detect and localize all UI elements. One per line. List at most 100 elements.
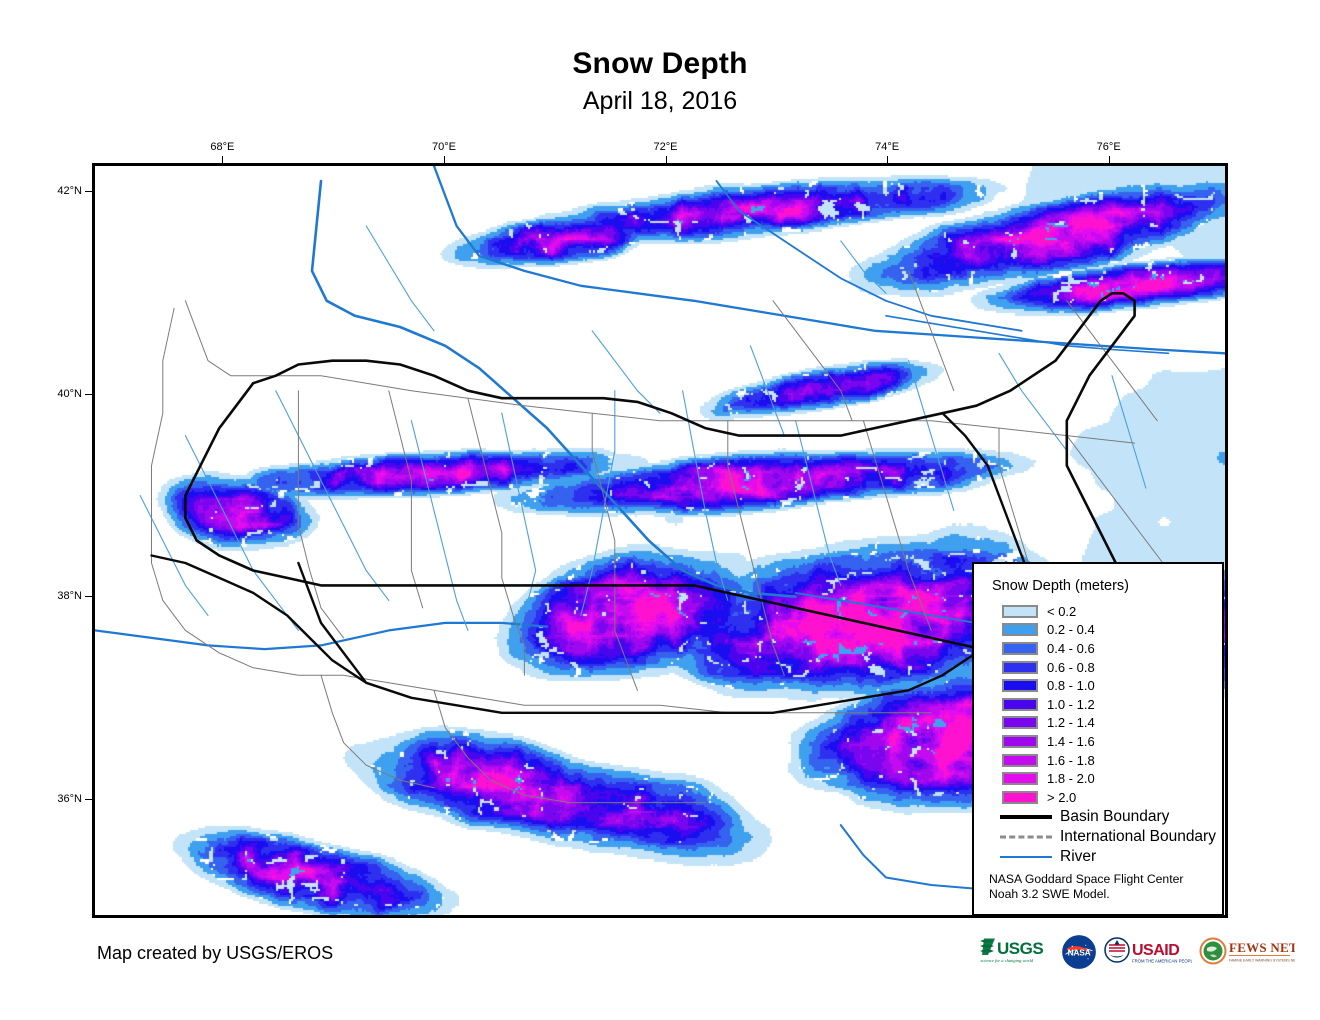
map-vector-overlay [95, 166, 1225, 890]
lat-tick-mark-3 [85, 798, 92, 800]
international-boundary-6 [727, 420, 785, 676]
legend-swatch-9 [1002, 772, 1038, 786]
svg-text:NASA: NASA [1068, 947, 1091, 957]
legend-swatch-4 [1002, 679, 1038, 693]
river-tributary-11 [1111, 375, 1147, 489]
legend-class-row: 0.2 - 0.4 [988, 621, 1212, 640]
lon-tick-label-3: 74°E [875, 141, 900, 153]
legend-swatch-label-3: 0.6 - 0.8 [1047, 659, 1095, 675]
legend-swatch-label-9: 1.8 - 2.0 [1047, 771, 1095, 787]
river-tributary-2 [410, 420, 469, 631]
svg-text:USAID: USAID [1132, 942, 1179, 959]
international-boundary-1 [151, 307, 932, 714]
lon-tick-label-1: 70°E [431, 141, 456, 153]
lon-tick-mark-4 [1108, 156, 1110, 163]
legend-line-row: Basin Boundary [988, 807, 1212, 827]
legend-line-list: Basin Boundary International Boundary Rive… [988, 807, 1216, 867]
legend-line-label-2: River [1060, 847, 1097, 865]
lon-tick-label-2: 72°E [653, 141, 678, 153]
international-boundary-3 [388, 390, 424, 609]
river-naryn [715, 180, 1023, 332]
international-boundary-5 [591, 412, 638, 691]
international-boundary-4 [467, 397, 525, 676]
nasa-logo: NASA [1062, 935, 1096, 969]
lon-tick-mark-3 [887, 156, 889, 163]
svg-text:USGS: USGS [997, 939, 1043, 958]
legend-swatch-label-7: 1.4 - 1.6 [1047, 733, 1095, 749]
lat-tick-label-0: 42°N [57, 185, 82, 198]
map-legend: Snow Depth (meters) < 0.2 0.2 - 0.4 0.4 - … [972, 562, 1224, 916]
river-tributary-9 [908, 360, 955, 512]
international-boundary-14 [1066, 300, 1158, 422]
legend-line-row: River [988, 847, 1212, 867]
international-boundary-9 [433, 689, 706, 804]
lon-tick-mark-0 [222, 156, 224, 163]
svg-text:FAMINE EARLY WARNING SYSTEMS N: FAMINE EARLY WARNING SYSTEMS NETWORK [1229, 959, 1295, 963]
legend-class-row: 1.2 - 1.4 [988, 714, 1212, 733]
lon-tick-label-4: 76°E [1096, 141, 1121, 153]
lat-tick-mark-2 [85, 596, 92, 598]
river-tributary-10 [998, 352, 1068, 452]
international-boundary-12 [772, 300, 853, 422]
basin-boundary-amu-darya [184, 292, 1136, 655]
river-tributary-3 [501, 412, 537, 646]
international-boundary-7 [862, 420, 932, 631]
legend-swatch-3 [1002, 660, 1038, 674]
legend-swatch-5 [1002, 697, 1038, 711]
lat-tick-mark-1 [85, 393, 92, 395]
legend-attribution-line1: NASA Goddard Space Flight Center [989, 871, 1184, 886]
international-boundary-13 [908, 270, 955, 392]
legend-class-row: 0.4 - 0.6 [988, 639, 1212, 658]
river-tributary-13 [840, 240, 887, 294]
legend-swatch-8 [1002, 753, 1038, 767]
legend-swatch-label-2: 0.4 - 0.6 [1047, 640, 1095, 656]
legend-swatch-label-6: 1.2 - 1.4 [1047, 715, 1095, 731]
logo-strip: USGS science for a changing world NASA U… [978, 932, 1295, 972]
legend-swatch-label-8: 1.6 - 1.8 [1047, 752, 1095, 768]
river-tributary-1 [275, 390, 390, 601]
svg-text:FROM THE AMERICAN PEOPLE: FROM THE AMERICAN PEOPLE [1132, 959, 1192, 964]
legend-line-label-0: Basin Boundary [1060, 807, 1170, 825]
basin-boundary-west-spur [297, 561, 368, 684]
river-syr-darya [432, 166, 1225, 355]
international-boundary-2 [297, 390, 345, 639]
legend-class-row: 1.8 - 2.0 [988, 769, 1212, 788]
legend-swatch-label-5: 1.0 - 1.2 [1047, 696, 1095, 712]
legend-swatch-label-4: 0.8 - 1.0 [1047, 678, 1095, 694]
lon-tick-mark-2 [665, 156, 667, 163]
svg-text:FEWS NET: FEWS NET [1229, 940, 1295, 955]
legend-attribution: NASA Goddard Space Flight Center Noah 3.… [989, 872, 1212, 903]
lon-tick-label-0: 68°E [210, 141, 235, 153]
legend-swatch-2 [1002, 641, 1038, 655]
international-boundary-0 [184, 300, 1136, 444]
footer-credit: Map created by USGS/EROS [97, 943, 334, 963]
legend-line-symbol-1 [1000, 831, 1052, 843]
river-amu-darya [310, 179, 797, 598]
legend-class-row: 1.4 - 1.6 [988, 732, 1212, 751]
legend-swatch-6 [1002, 716, 1038, 730]
title-block: Snow Depth April 18, 2016 [0, 46, 1320, 118]
basin-boundary-south [150, 554, 989, 714]
international-boundary-11 [1066, 435, 1181, 586]
map-date-subtitle: April 18, 2016 [582, 87, 738, 115]
legend-line-label-1: International Boundary [1060, 827, 1216, 845]
legend-class-list: < 0.2 0.2 - 0.4 0.4 - 0.6 0.6 - 0.8 0.8 - 1.… [988, 602, 1212, 807]
legend-line-symbol-0 [1000, 811, 1052, 823]
legend-swatch-10 [1002, 790, 1038, 804]
legend-swatch-label-0: < 0.2 [1047, 603, 1077, 619]
river-tributary-6 [795, 420, 842, 586]
river-tributary-5 [682, 390, 729, 601]
legend-swatch-1 [1002, 623, 1038, 637]
river-tributary-0 [184, 435, 299, 631]
lat-tick-mark-0 [85, 191, 92, 193]
legend-attribution-line2: Noah 3.2 SWE Model. [989, 887, 1110, 902]
river-tributary-8 [749, 345, 785, 437]
legend-class-row: 0.8 - 1.0 [988, 676, 1212, 695]
page-title: Snow Depth [572, 47, 748, 80]
svg-text:science for a changing world: science for a changing world [981, 958, 1034, 963]
international-boundary-10 [320, 674, 435, 789]
legend-class-row: 1.0 - 1.2 [988, 695, 1212, 714]
river-tributary-7 [591, 330, 661, 414]
lat-tick-label-3: 36°N [57, 792, 82, 805]
legend-line-row: International Boundary [988, 827, 1216, 847]
